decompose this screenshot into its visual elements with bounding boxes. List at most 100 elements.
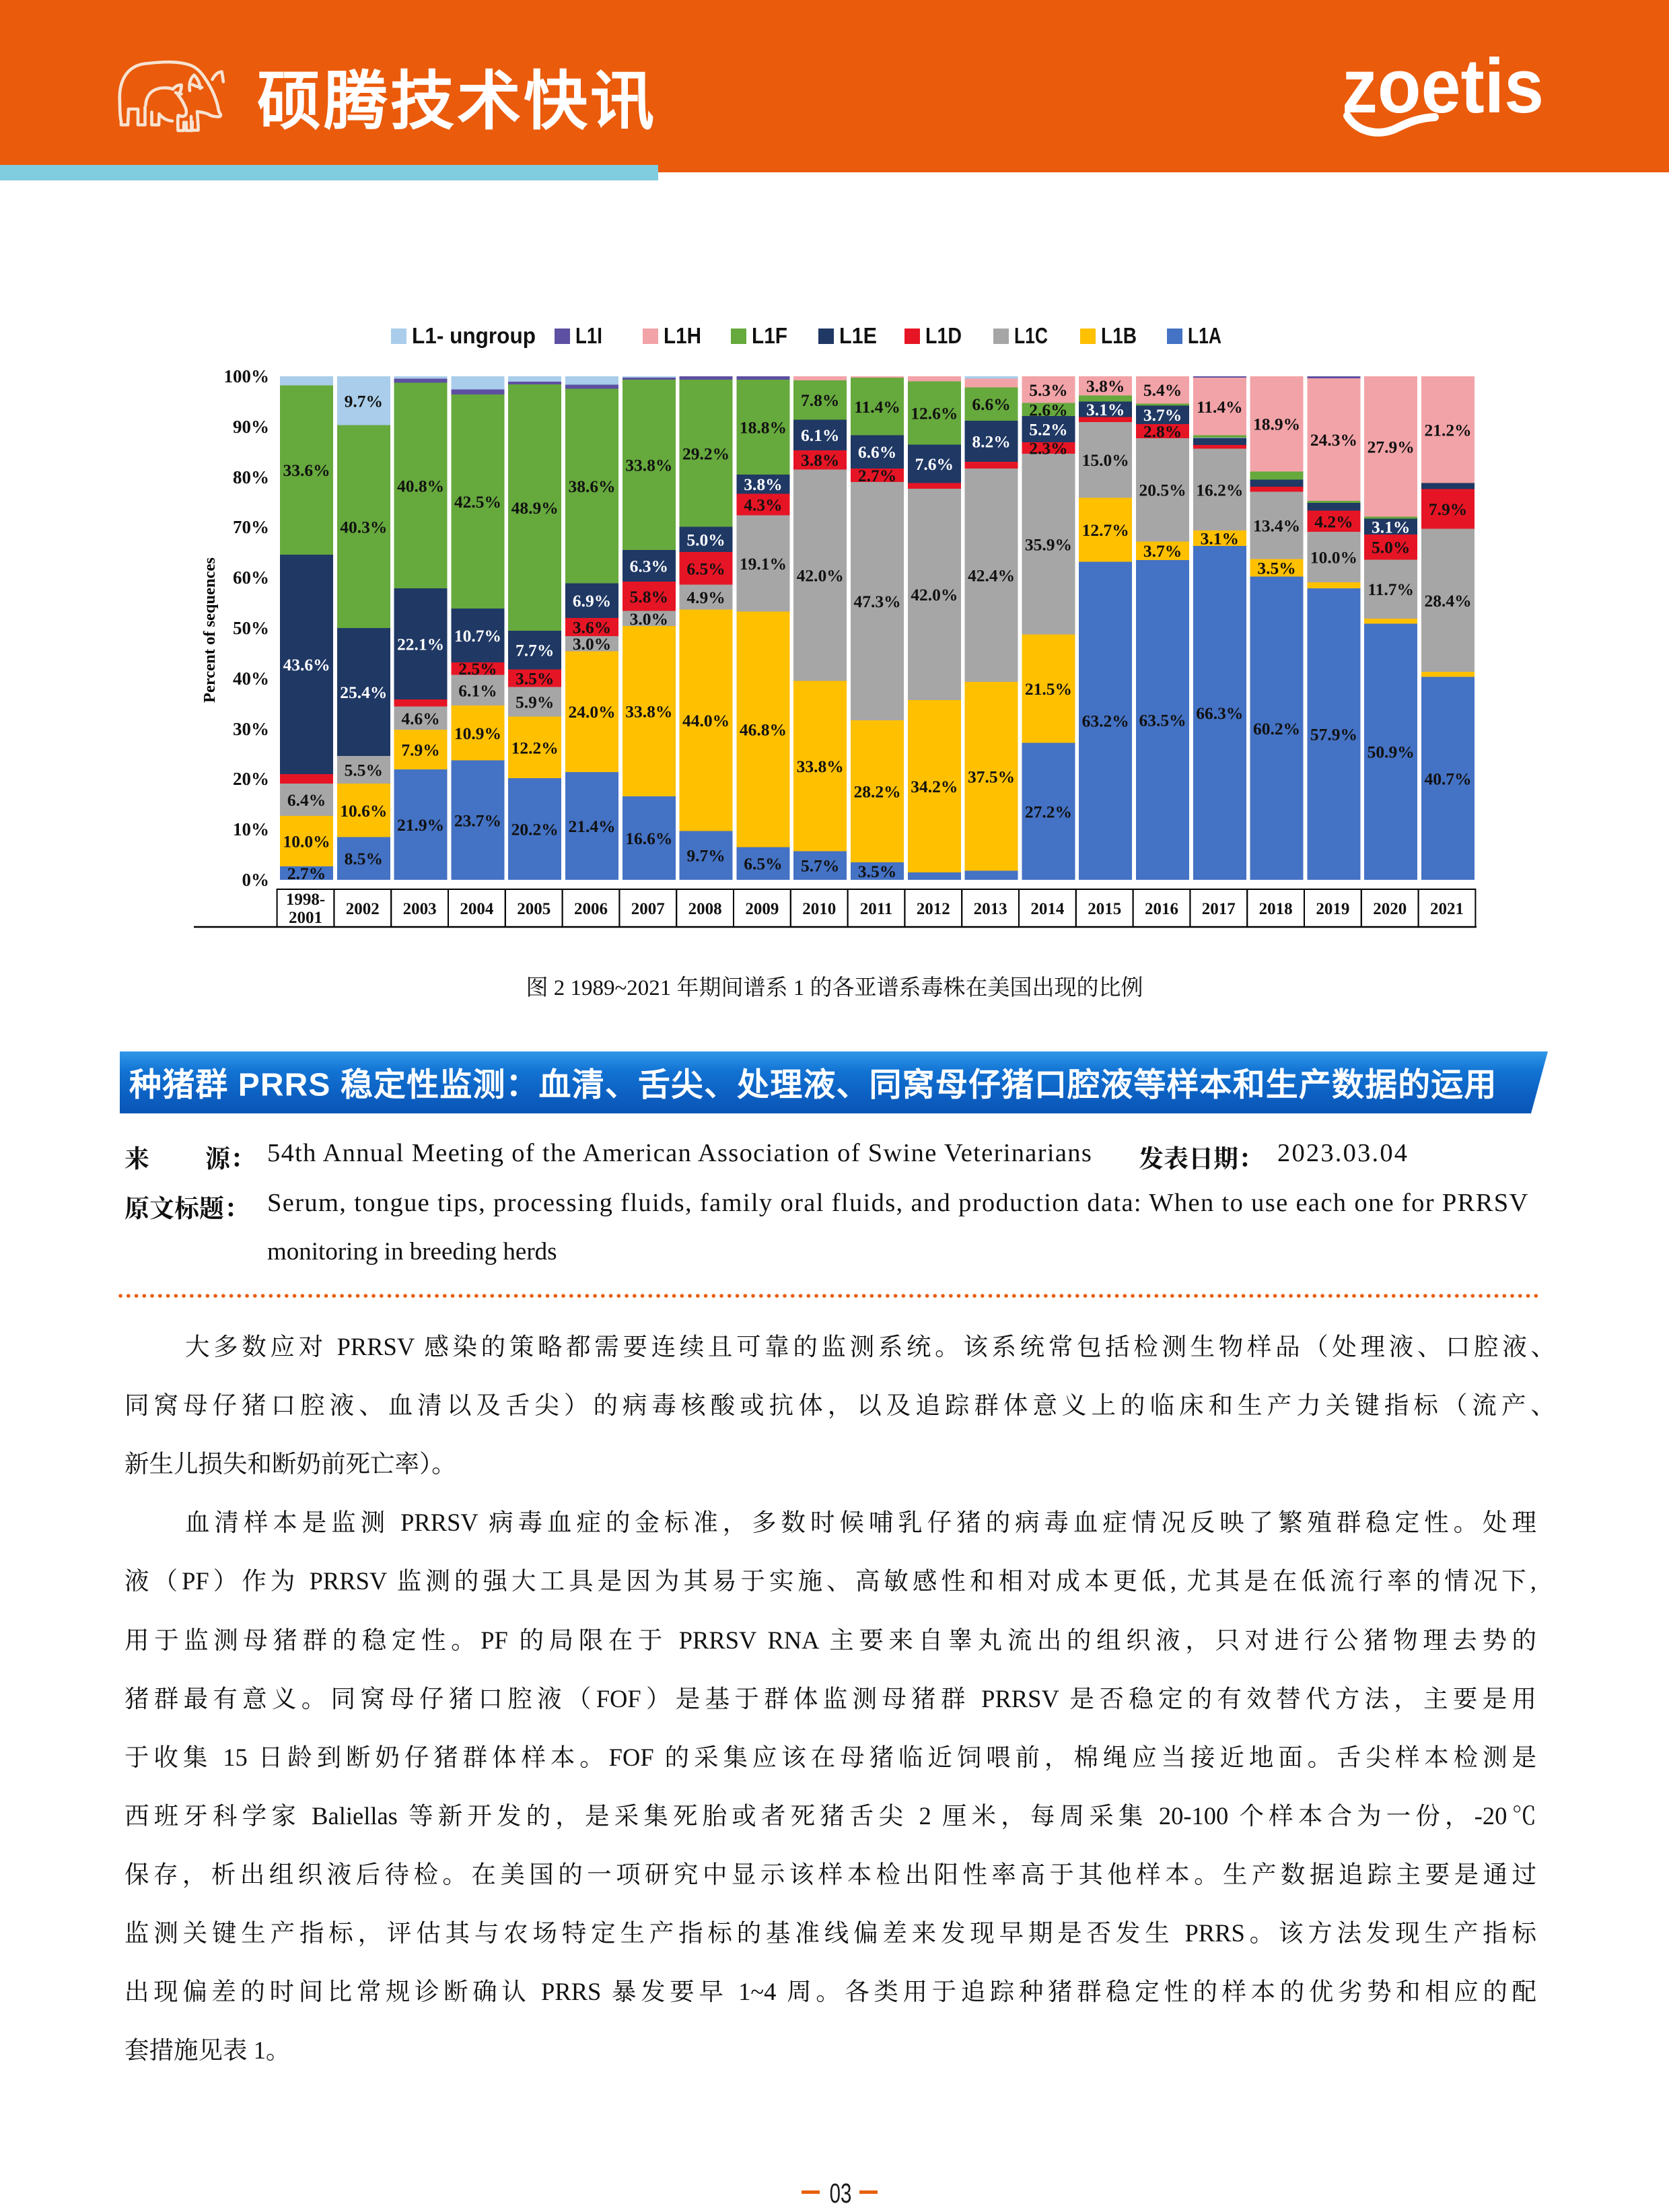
svg-text:48.9%: 48.9%: [511, 498, 559, 518]
svg-text:6.1%: 6.1%: [801, 425, 839, 445]
svg-text:63.2%: 63.2%: [1082, 712, 1129, 731]
svg-text:3.1%: 3.1%: [1372, 517, 1410, 537]
svg-text:Percent of sequences: Percent of sequences: [201, 557, 219, 703]
svg-text:2.7%: 2.7%: [858, 466, 896, 485]
svg-text:42.0%: 42.0%: [797, 566, 844, 586]
svg-text:5.9%: 5.9%: [516, 693, 554, 712]
svg-text:zoetis: zoetis: [1342, 44, 1544, 129]
svg-text:3.8%: 3.8%: [744, 475, 782, 494]
svg-text:2.3%: 2.3%: [1029, 439, 1067, 458]
svg-text:5.7%: 5.7%: [801, 856, 839, 876]
svg-text:5.2%: 5.2%: [1029, 420, 1067, 440]
svg-text:3.7%: 3.7%: [1143, 405, 1182, 425]
svg-text:2009: 2009: [745, 900, 779, 918]
svg-text:6.1%: 6.1%: [458, 681, 497, 700]
svg-text:2004: 2004: [460, 900, 494, 918]
svg-text:5.8%: 5.8%: [630, 587, 668, 607]
svg-text:L1B: L1B: [1101, 323, 1137, 348]
svg-text:27.2%: 27.2%: [1025, 802, 1072, 821]
svg-text:15.0%: 15.0%: [1082, 450, 1129, 470]
svg-text:24.0%: 24.0%: [568, 702, 615, 722]
svg-text:33.8%: 33.8%: [625, 701, 672, 721]
svg-text:40%: 40%: [233, 668, 269, 689]
svg-text:21.4%: 21.4%: [568, 817, 615, 836]
svg-text:50.9%: 50.9%: [1368, 742, 1415, 762]
svg-text:2001: 2001: [289, 909, 322, 927]
svg-text:3.0%: 3.0%: [630, 609, 668, 629]
svg-text:33.8%: 33.8%: [625, 456, 672, 475]
svg-text:2019: 2019: [1316, 900, 1349, 918]
svg-text:L1- ungroup: L1- ungroup: [412, 323, 536, 348]
svg-text:3.8%: 3.8%: [1086, 376, 1125, 396]
svg-text:2.7%: 2.7%: [287, 864, 326, 883]
svg-text:18.8%: 18.8%: [740, 418, 787, 438]
svg-text:25.4%: 25.4%: [340, 683, 387, 702]
svg-text:16.2%: 16.2%: [1196, 480, 1243, 499]
svg-text:3.1%: 3.1%: [1086, 400, 1125, 419]
svg-text:0%: 0%: [242, 870, 270, 890]
svg-text:7.8%: 7.8%: [801, 390, 839, 410]
svg-text:2011: 2011: [860, 900, 893, 918]
svg-text:20%: 20%: [233, 769, 269, 789]
svg-text:20.2%: 20.2%: [511, 820, 559, 839]
svg-text:4.3%: 4.3%: [744, 495, 782, 514]
svg-text:5.3%: 5.3%: [1029, 380, 1067, 400]
svg-text:10%: 10%: [233, 819, 269, 839]
svg-text:11.4%: 11.4%: [854, 397, 900, 417]
svg-text:43.6%: 43.6%: [283, 655, 330, 675]
svg-text:40.8%: 40.8%: [397, 476, 444, 495]
svg-text:34.2%: 34.2%: [911, 777, 958, 796]
svg-text:80%: 80%: [233, 467, 269, 487]
svg-text:7.9%: 7.9%: [1429, 499, 1467, 519]
svg-text:6.6%: 6.6%: [858, 442, 896, 462]
svg-text:28.4%: 28.4%: [1424, 591, 1471, 611]
svg-text:4.2%: 4.2%: [1314, 512, 1353, 531]
svg-text:9.7%: 9.7%: [345, 391, 383, 411]
svg-text:18.9%: 18.9%: [1253, 415, 1300, 434]
svg-text:21.9%: 21.9%: [397, 815, 444, 835]
svg-text:30%: 30%: [233, 719, 269, 739]
svg-text:2003: 2003: [403, 900, 437, 918]
svg-text:3.1%: 3.1%: [1201, 529, 1239, 549]
svg-text:40.3%: 40.3%: [340, 517, 387, 537]
svg-text:33.8%: 33.8%: [797, 757, 844, 776]
svg-text:6.3%: 6.3%: [630, 557, 668, 576]
svg-text:L1F: L1F: [752, 323, 787, 348]
svg-text:21.2%: 21.2%: [1424, 420, 1471, 440]
svg-text:2008: 2008: [688, 900, 722, 918]
svg-text:6.5%: 6.5%: [744, 854, 782, 874]
svg-text:60%: 60%: [233, 567, 269, 588]
svg-text:4.6%: 4.6%: [401, 709, 439, 728]
svg-text:42.4%: 42.4%: [968, 566, 1015, 586]
svg-text:10.9%: 10.9%: [454, 724, 501, 743]
svg-text:37.5%: 37.5%: [968, 767, 1015, 786]
svg-text:27.9%: 27.9%: [1368, 437, 1415, 456]
svg-text:5.0%: 5.0%: [686, 530, 725, 549]
svg-text:19.1%: 19.1%: [740, 554, 787, 574]
svg-text:2015: 2015: [1088, 900, 1121, 918]
svg-text:2007: 2007: [631, 900, 665, 918]
svg-text:2.6%: 2.6%: [1029, 400, 1067, 419]
svg-text:7.6%: 7.6%: [915, 454, 954, 474]
svg-text:13.4%: 13.4%: [1253, 516, 1300, 535]
svg-text:L1A: L1A: [1188, 323, 1221, 348]
svg-text:L1D: L1D: [925, 323, 962, 348]
svg-text:50%: 50%: [233, 618, 269, 638]
svg-text:4.9%: 4.9%: [686, 588, 725, 607]
svg-text:60.2%: 60.2%: [1253, 719, 1300, 738]
svg-text:6.9%: 6.9%: [573, 591, 611, 611]
svg-text:2021: 2021: [1430, 900, 1464, 918]
svg-text:L1H: L1H: [664, 323, 701, 348]
svg-text:42.5%: 42.5%: [454, 492, 501, 512]
svg-text:2020: 2020: [1373, 900, 1407, 918]
svg-text:2.8%: 2.8%: [1143, 422, 1182, 442]
svg-text:11.4%: 11.4%: [1197, 397, 1243, 417]
svg-text:16.6%: 16.6%: [625, 829, 672, 848]
svg-text:63.5%: 63.5%: [1139, 711, 1186, 730]
svg-text:44.0%: 44.0%: [682, 711, 730, 730]
svg-text:2.5%: 2.5%: [458, 659, 497, 679]
svg-text:5.5%: 5.5%: [345, 761, 383, 780]
svg-text:9.7%: 9.7%: [686, 846, 725, 866]
svg-text:42.0%: 42.0%: [911, 585, 958, 604]
svg-text:2005: 2005: [517, 900, 551, 918]
